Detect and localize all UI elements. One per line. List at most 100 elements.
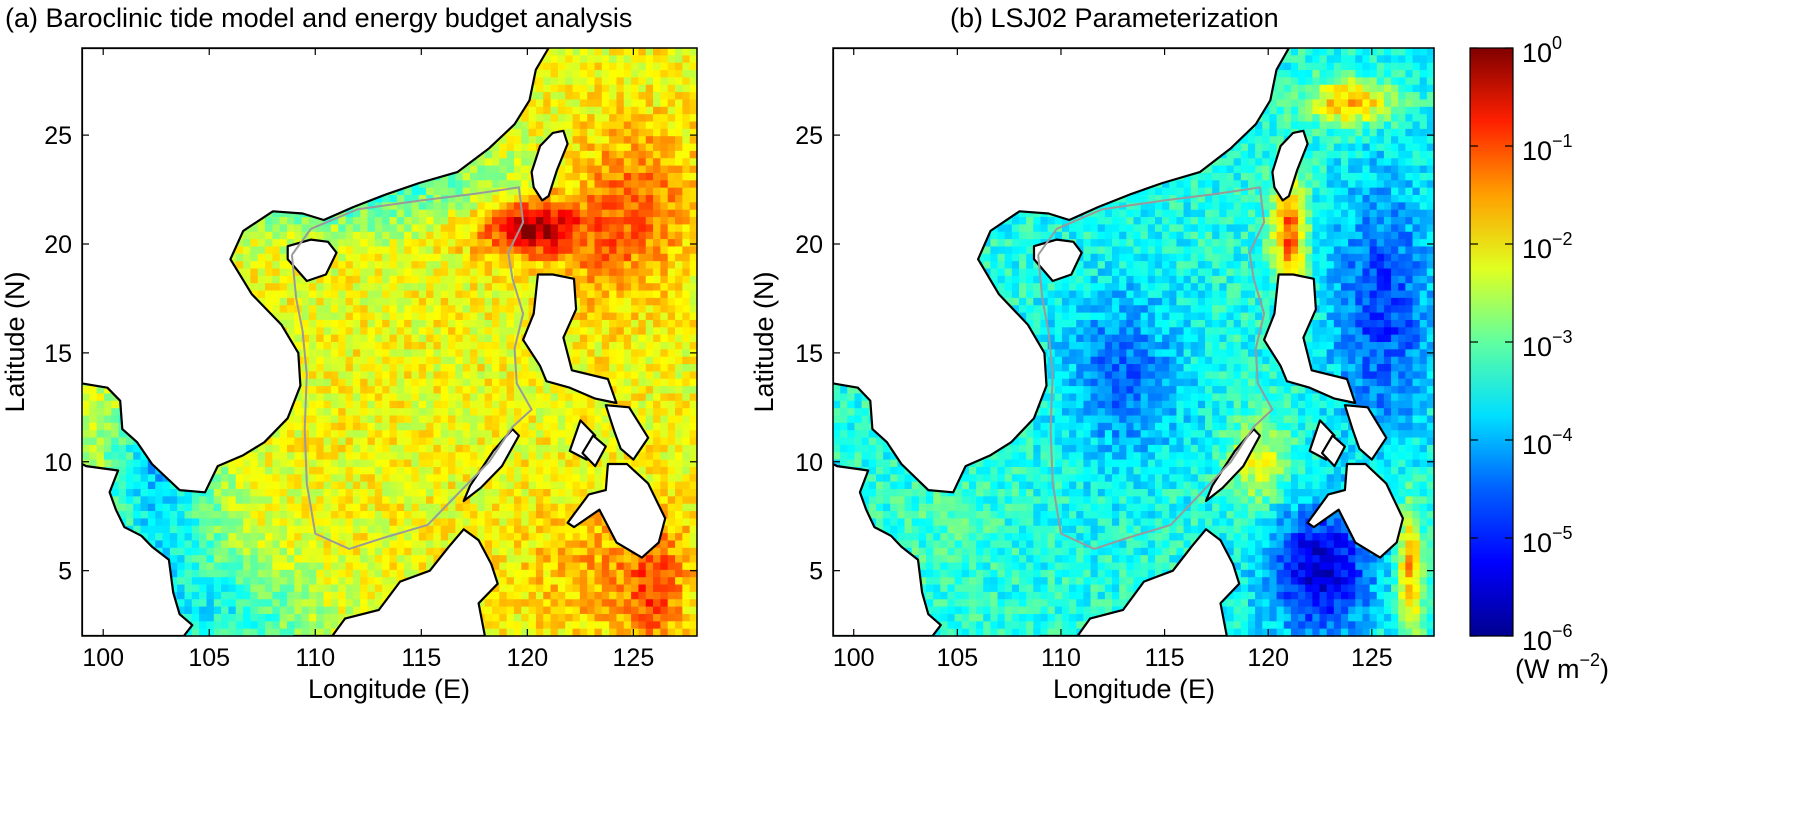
heatmap-cell [316, 599, 325, 608]
heatmap-cell [528, 150, 537, 159]
heatmap-cell [513, 239, 522, 248]
heatmap-cell [235, 253, 244, 262]
heatmap-cell [374, 342, 383, 350]
heatmap-cell [521, 246, 530, 255]
heatmap-cell [440, 452, 449, 461]
heatmap-cell [396, 452, 405, 461]
heatmap-cell [330, 444, 339, 453]
heatmap-cell [499, 393, 508, 402]
heatmap-cell [206, 525, 215, 534]
heatmap-cell [433, 319, 442, 328]
heatmap-cell [221, 533, 230, 542]
heatmap-cell [506, 224, 515, 233]
heatmap-cell [330, 577, 339, 586]
heatmap-cell [404, 569, 413, 578]
heatmap-cell [426, 459, 435, 468]
heatmap-cell [374, 334, 383, 343]
heatmap-cell [462, 231, 471, 240]
heatmap-cell [484, 217, 493, 225]
heatmap-cell [418, 349, 427, 358]
heatmap-cell [133, 459, 142, 468]
heatmap-cell [287, 268, 295, 277]
heatmap-cell [499, 136, 508, 145]
heatmap-cell [448, 268, 456, 277]
heatmap-cell [462, 239, 471, 248]
heatmap-cell [301, 319, 310, 328]
heatmap-cell [323, 621, 332, 630]
heatmap-cell [367, 319, 376, 328]
heatmap-cell [448, 422, 456, 431]
heatmap-cell [199, 599, 208, 608]
heatmap-cell [477, 459, 486, 468]
heatmap-cell [257, 489, 266, 497]
heatmap-cell [287, 415, 295, 424]
heatmap-cell [287, 261, 295, 270]
heatmap-cell [338, 378, 347, 387]
heatmap-cell [374, 246, 383, 255]
heatmap-cell [404, 408, 413, 417]
heatmap-cell [279, 599, 288, 608]
heatmap-cell [250, 584, 259, 593]
heatmap-cell [177, 591, 186, 600]
heatmap-cell [521, 400, 530, 409]
heatmap-cell [228, 569, 237, 578]
heatmap-cell [389, 231, 398, 240]
heatmap-cell [330, 503, 339, 512]
heatmap-cell [448, 261, 456, 270]
heatmap-cell [440, 319, 449, 328]
heatmap-cell [155, 533, 164, 542]
heatmap-cell [118, 481, 127, 490]
heatmap-cell [513, 297, 522, 306]
heatmap-cell [257, 503, 266, 512]
heatmap-cell [338, 393, 347, 402]
heatmap-cell [411, 444, 420, 453]
heatmap-cell [411, 422, 420, 431]
heatmap-cell [345, 430, 354, 439]
heatmap-cell [513, 547, 522, 556]
heatmap-cell [448, 452, 456, 461]
heatmap-cell [374, 577, 383, 586]
heatmap-cell [250, 474, 259, 483]
heatmap-cell [513, 533, 522, 542]
heatmap-cell [294, 430, 303, 439]
heatmap-cell [265, 217, 273, 225]
heatmap-cell [513, 150, 522, 159]
heatmap-cell [521, 378, 530, 387]
heatmap-cell [470, 342, 478, 350]
heatmap-cell [528, 202, 537, 211]
heatmap-cell [382, 202, 391, 211]
heatmap-cell [257, 599, 266, 608]
heatmap-cell [513, 481, 522, 490]
heatmap-cell [177, 555, 186, 564]
heatmap-cell [257, 466, 266, 475]
heatmap-cell [250, 518, 259, 527]
heatmap-cell [433, 217, 442, 225]
heatmap-cell [374, 466, 383, 475]
heatmap-cell [513, 444, 522, 453]
heatmap-cell [374, 231, 383, 240]
heatmap-cell [96, 422, 105, 431]
heatmap-cell [338, 547, 347, 556]
heatmap-cell [418, 319, 427, 328]
heatmap-cell [433, 503, 442, 512]
heatmap-cell [455, 224, 464, 233]
heatmap-cell [345, 327, 354, 336]
heatmap-cell [250, 555, 259, 564]
heatmap-cell [323, 349, 332, 358]
heatmap-cell [492, 349, 500, 358]
heatmap-cell [89, 393, 98, 402]
heatmap-cell [294, 481, 303, 490]
heatmap-cell [316, 305, 325, 314]
heatmap-cell [308, 349, 317, 358]
heatmap-cell [374, 511, 383, 519]
heatmap-cell [418, 496, 427, 505]
heatmap-cell [235, 555, 244, 564]
heatmap-cell [330, 422, 339, 431]
heatmap-cell [477, 283, 486, 292]
heatmap-cell [360, 511, 369, 519]
heatmap-cell [323, 606, 332, 615]
heatmap-cell [345, 224, 354, 233]
heatmap-cell [404, 231, 413, 240]
heatmap-cell [147, 496, 156, 505]
heatmap-cell [125, 474, 134, 483]
